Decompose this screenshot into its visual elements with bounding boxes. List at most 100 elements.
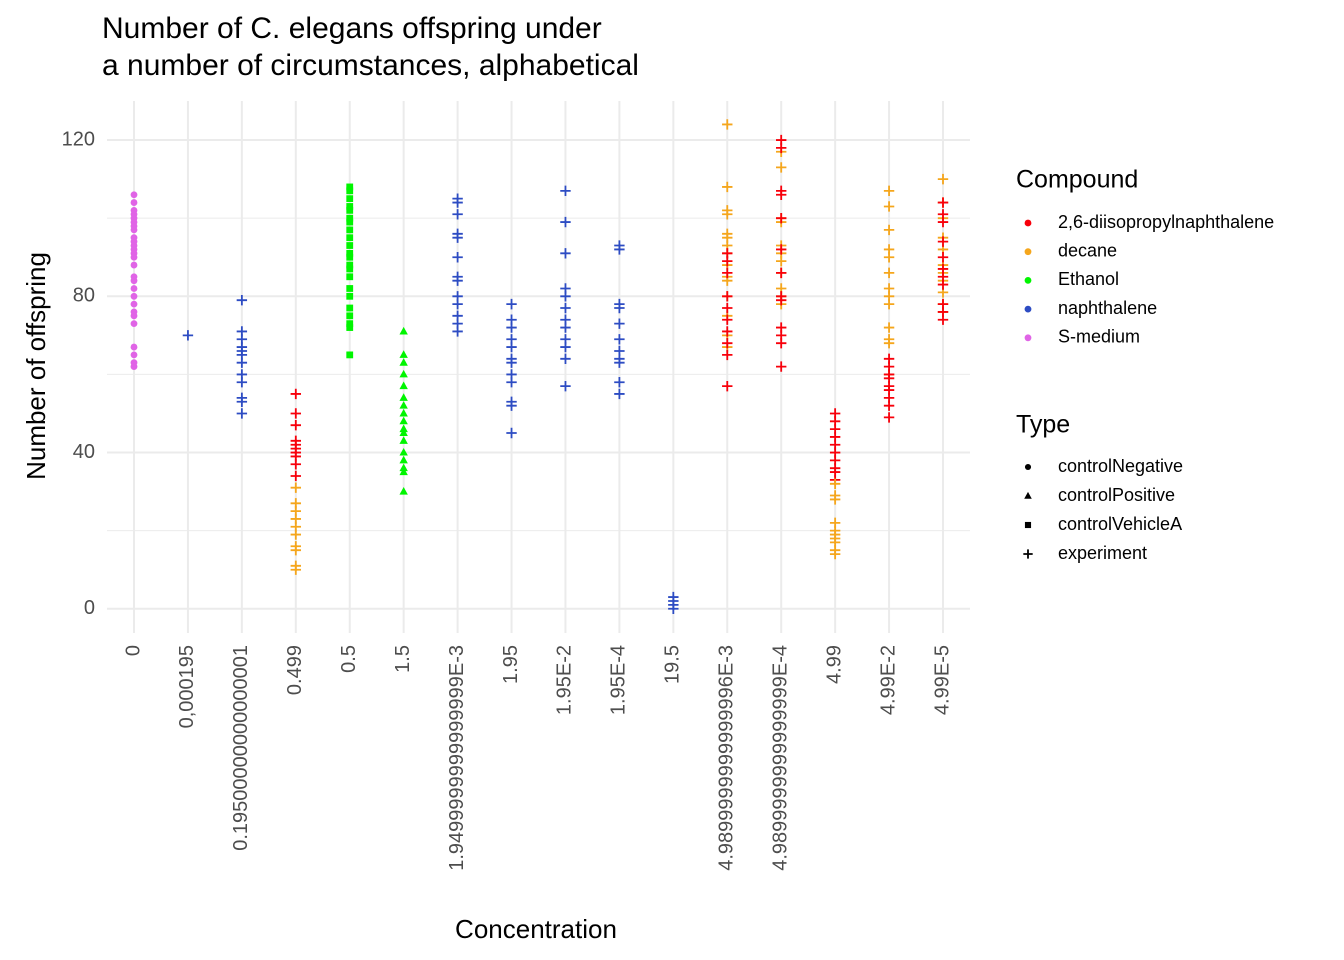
x-tick-label: 4.99 <box>823 645 845 684</box>
point <box>346 320 354 328</box>
point <box>937 252 949 263</box>
legend-label: controlPositive <box>1058 485 1175 505</box>
point <box>452 252 463 263</box>
point <box>346 285 354 292</box>
point <box>130 320 138 328</box>
chart-title: Number of C. elegans offspring under a nu… <box>102 12 639 82</box>
point <box>722 255 733 267</box>
point <box>722 349 733 361</box>
point <box>668 603 679 614</box>
point <box>883 400 895 411</box>
point <box>776 212 787 224</box>
y-tick-label: 120 <box>62 128 95 150</box>
point <box>130 199 138 206</box>
point <box>346 234 354 242</box>
point <box>506 322 517 333</box>
point <box>346 206 354 214</box>
point <box>290 544 301 556</box>
x-tick-label: 1.95 <box>500 645 522 684</box>
point <box>399 424 408 433</box>
point <box>506 357 517 368</box>
point <box>614 318 625 329</box>
point <box>937 197 949 208</box>
point <box>399 436 408 444</box>
x-tick-label: 1.95E-2 <box>554 645 576 715</box>
point <box>722 181 733 193</box>
title-line: Number of C. elegans offspring under <box>102 12 602 45</box>
point <box>399 463 408 472</box>
point <box>560 341 571 353</box>
y-tick-label: 80 <box>73 285 95 307</box>
x-tick-label: 1.95E-4 <box>608 645 630 715</box>
point <box>130 261 138 269</box>
point <box>346 195 354 203</box>
point <box>722 302 733 314</box>
x-tick-label: 4.9899999999999999E-4 <box>769 645 791 871</box>
point <box>399 401 408 409</box>
point <box>776 267 787 279</box>
point <box>560 353 571 364</box>
point <box>130 191 138 199</box>
legend-label: S-medium <box>1058 327 1140 347</box>
point <box>937 236 949 247</box>
legend-key <box>1024 248 1032 256</box>
point <box>130 343 138 351</box>
point <box>346 187 354 195</box>
x-tick-label: 4.99E-2 <box>877 645 899 715</box>
point <box>399 393 408 401</box>
legend-key <box>1024 491 1032 499</box>
point <box>883 337 895 349</box>
point <box>399 350 408 358</box>
point <box>614 357 625 368</box>
point <box>452 209 463 220</box>
point <box>346 261 354 269</box>
x-tick-label: 0.5 <box>338 645 360 673</box>
point <box>399 428 408 437</box>
point <box>506 341 517 353</box>
point <box>937 279 949 290</box>
point <box>399 358 408 366</box>
point <box>346 214 354 222</box>
point <box>614 302 625 314</box>
point <box>399 416 408 425</box>
x-tick-label: 1.9499999999999999E-3 <box>446 645 468 871</box>
point <box>130 285 138 292</box>
point <box>236 396 248 407</box>
point <box>776 142 787 154</box>
point <box>452 326 463 337</box>
point <box>614 244 625 255</box>
point <box>130 253 138 261</box>
point <box>776 295 787 306</box>
legend-label: naphthalene <box>1058 298 1157 318</box>
point <box>290 470 301 482</box>
legend-label: controlNegative <box>1058 456 1183 476</box>
point <box>399 467 408 476</box>
point <box>560 248 571 259</box>
x-tick-label: 4.99E-5 <box>931 645 953 715</box>
point <box>829 478 841 489</box>
point <box>130 300 138 308</box>
point <box>506 377 517 388</box>
x-tick-label: 0.499 <box>284 645 306 695</box>
legend-key <box>1024 334 1032 342</box>
point <box>776 244 787 255</box>
point <box>776 337 787 349</box>
point <box>883 224 895 236</box>
point <box>452 298 463 310</box>
point <box>236 357 248 368</box>
point <box>883 201 895 212</box>
point <box>452 197 463 208</box>
legend-key <box>1024 305 1032 313</box>
point <box>937 314 949 325</box>
point <box>506 400 517 411</box>
point <box>346 324 354 331</box>
legend-key <box>1024 463 1032 471</box>
legend-key <box>1024 521 1032 529</box>
point <box>506 427 517 439</box>
x-tick-label: 19.5 <box>662 645 684 684</box>
point <box>130 226 138 234</box>
point <box>722 314 733 325</box>
y-tick-label: 40 <box>73 441 95 463</box>
point <box>346 351 354 359</box>
point <box>290 482 301 493</box>
